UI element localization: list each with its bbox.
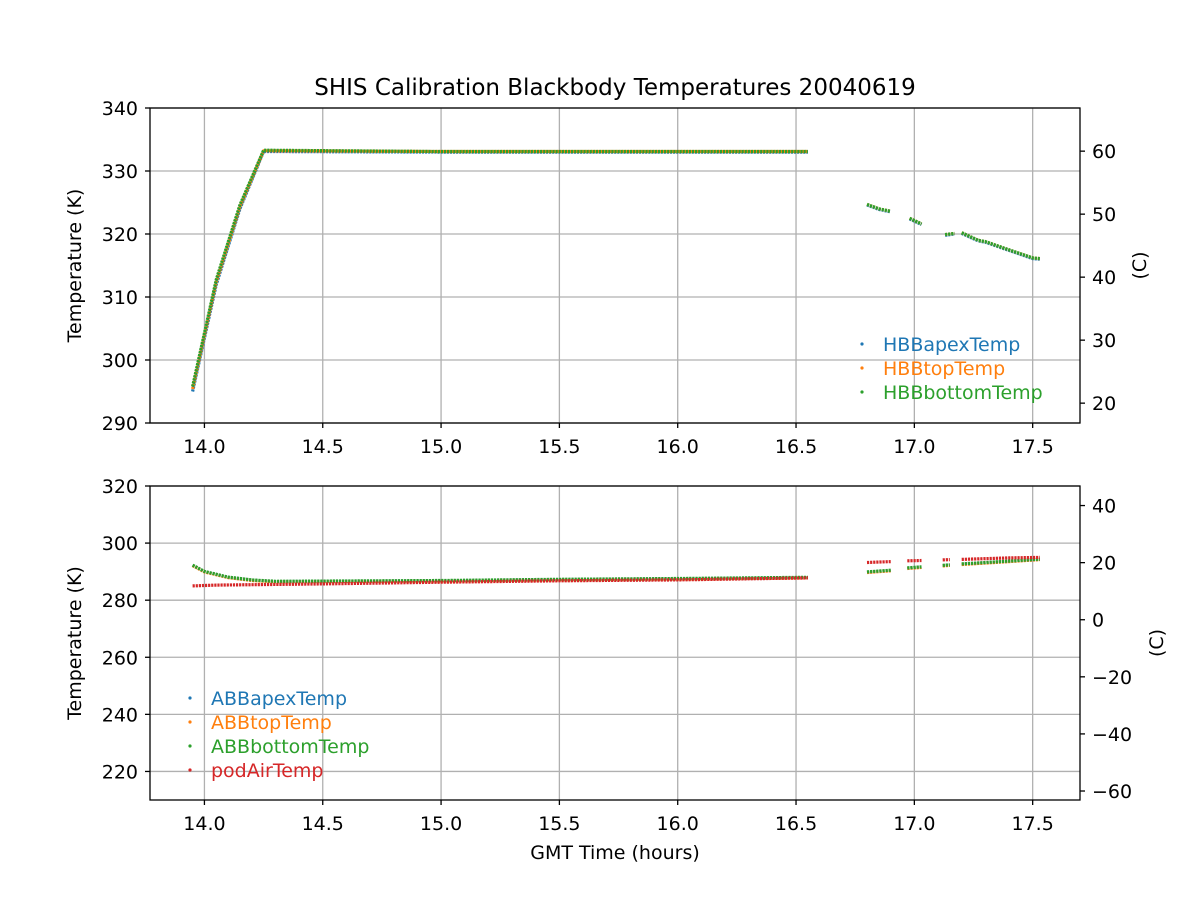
top-panel-x-tick-label: 17.5: [1012, 436, 1054, 458]
bottom-panel-trace-ABBbottomTemp: [907, 565, 922, 570]
top-panel-y-tick-label: 320: [102, 224, 138, 246]
top-panel-series-HBBbottomTemp: [191, 148, 1040, 387]
bottom-panel-series: [191, 555, 1040, 588]
bottom-panel-x-tick-label: 17.0: [893, 813, 935, 835]
top-panel-y-tick-label: 310: [102, 287, 138, 309]
top-panel-trace-HBBbottomTemp: [908, 216, 923, 226]
top-panel-trace-HBBbottomTemp: [961, 231, 1040, 261]
bottom-panel-frame: [149, 485, 1081, 801]
legend-label-podAirTemp: podAirTemp: [211, 760, 323, 782]
top-panel-y2-tick-label: 50: [1092, 204, 1116, 226]
bottom-panel-y-tick-label: 320: [102, 476, 138, 498]
bottom-panel: 14.0 14.5 15.0 15.5 16.0 16.5 17.0 17.5 220 240 26…: [64, 476, 1168, 864]
top-panel-trace-HBBbottomTemp: [866, 202, 892, 213]
bottom-panel-trace-ABBbottomTemp: [942, 563, 950, 567]
top-panel-trace-HBBbottomTemp: [944, 231, 955, 237]
top-panel-trace-HBBbottomTemp: [191, 148, 808, 387]
top-panel-y-tick-label: 290: [102, 413, 138, 435]
bottom-panel-y-tick-label: 300: [102, 533, 138, 555]
bottom-panel-y-tick-label: 220: [102, 761, 138, 783]
top-panel: 14.0 14.5 15.0 15.5 16.0 16.5 17.0 17.5 290 300 31…: [64, 98, 1151, 458]
bottom-panel-series-ABBbottomTemp: [191, 557, 1040, 583]
bottom-panel-trace-podAirTemp: [866, 560, 891, 565]
bottom-panel-y2-tick-label: −20: [1092, 667, 1132, 689]
bottom-panel-y2-tick-label: 40: [1092, 496, 1116, 518]
bottom-panel-y-tick-label: 240: [102, 704, 138, 726]
bottom-panel-trace-ABBbottomTemp: [961, 557, 1040, 566]
legend-label-HBBapexTemp: HBBapexTemp: [883, 334, 1020, 356]
bottom-panel-x-tick-label: 14.0: [183, 813, 225, 835]
legend-label-HBBtopTemp: HBBtopTemp: [883, 358, 1005, 380]
bottom-panel-trace-podAirTemp: [192, 576, 808, 588]
bottom-panel-y2-tick-label: 20: [1092, 553, 1116, 575]
bottom-panel-x-tick-label: 15.5: [538, 813, 580, 835]
bottom-panel-x-tick-label: 16.0: [657, 813, 699, 835]
top-panel-y2-tick-label: 30: [1092, 330, 1116, 352]
top-panel-y2-tick-label: 60: [1092, 141, 1116, 163]
bottom-panel-y2-tick-label: −40: [1092, 724, 1132, 746]
legend-marker-ABBapexTemp: [188, 696, 192, 700]
bottom-panel-x-tick-label: 16.5: [775, 813, 817, 835]
top-panel-y-tick-label: 340: [102, 98, 138, 120]
top-panel-x-tick-label: 16.5: [775, 436, 817, 458]
top-panel-y-tick-label: 330: [102, 161, 138, 183]
top-panel-x-tick-label: 15.0: [420, 436, 462, 458]
bottom-panel-trace-ABBbottomTemp: [191, 563, 808, 583]
legend-label-ABBbottomTemp: ABBbottomTemp: [211, 736, 369, 758]
top-panel-y2-tick-label: 20: [1092, 393, 1116, 415]
x-axis-label: GMT Time (hours): [530, 842, 700, 864]
top-panel-y-tick-label: 300: [102, 350, 138, 372]
legend-marker-ABBbottomTemp: [188, 744, 192, 748]
top-panel-x-tick-label: 14.5: [302, 436, 344, 458]
bottom-panel-x-tick-label: 15.0: [420, 813, 462, 835]
top-panel-y-axis-label: Temperature (K): [64, 189, 86, 344]
bottom-panel-legend: ABBapexTempABBtopTempABBbottomTemppodAir…: [188, 688, 369, 782]
top-panel-y2-axis-label: (C): [1129, 251, 1151, 279]
bottom-panel-axes: 14.0 14.5 15.0 15.5 16.0 16.5 17.0 17.5 220 240 26…: [102, 476, 1132, 835]
top-panel-y2-tick-label: 40: [1092, 267, 1116, 289]
bottom-panel-y2-tick-label: 0: [1092, 610, 1104, 632]
bottom-panel-y2-axis-label: (C): [1146, 629, 1168, 657]
chart-title: SHIS Calibration Blackbody Temperatures …: [314, 75, 916, 101]
legend-label-ABBtopTemp: ABBtopTemp: [211, 712, 332, 734]
bottom-panel-trace-podAirTemp: [961, 555, 1040, 561]
legend-marker-podAirTemp: [188, 768, 192, 772]
top-panel-axes: 14.0 14.5 15.0 15.5 16.0 16.5 17.0 17.5 290 300 31…: [102, 98, 1116, 458]
bottom-panel-x-tick-label: 17.5: [1012, 813, 1054, 835]
bottom-panel-y-tick-label: 280: [102, 590, 138, 612]
legend-marker-HBBtopTemp: [860, 366, 864, 370]
top-panel-x-tick-label: 17.0: [893, 436, 935, 458]
legend-marker-ABBtopTemp: [188, 720, 192, 724]
top-panel-series: [191, 148, 1040, 392]
bottom-panel-series-podAirTemp: [192, 555, 1040, 588]
legend-label-HBBbottomTemp: HBBbottomTemp: [883, 382, 1043, 404]
bottom-panel-y-tick-label: 260: [102, 647, 138, 669]
top-panel-x-tick-label: 14.0: [183, 436, 225, 458]
bottom-panel-y-axis-label: Temperature (K): [64, 566, 86, 721]
bottom-panel-x-tick-label: 14.5: [302, 813, 344, 835]
legend-marker-HBBbottomTemp: [860, 390, 864, 394]
bottom-panel-y2-tick-label: −60: [1092, 781, 1132, 803]
top-panel-frame: [149, 107, 1081, 424]
top-panel-x-tick-label: 16.0: [657, 436, 699, 458]
bottom-panel-trace-ABBbottomTemp: [866, 568, 891, 574]
legend-marker-HBBapexTemp: [860, 342, 864, 346]
top-panel-x-tick-label: 15.5: [538, 436, 580, 458]
legend-label-ABBapexTemp: ABBapexTemp: [211, 688, 347, 710]
